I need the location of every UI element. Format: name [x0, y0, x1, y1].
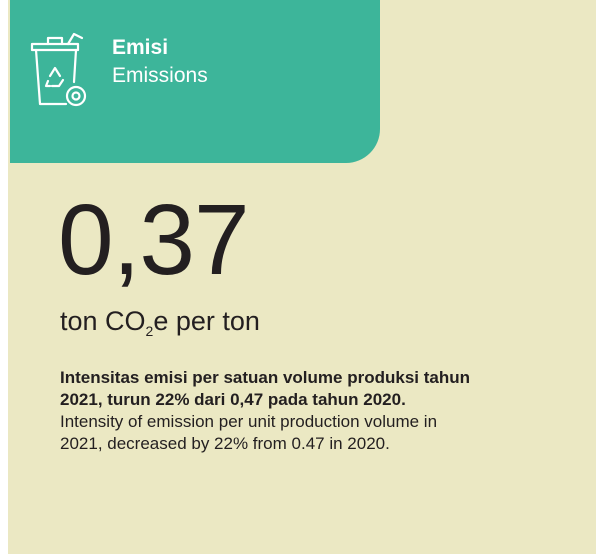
card: Emisi Emissions 0,37 ton CO2e per ton In… — [8, 0, 596, 554]
metric-unit: ton CO2e per ton — [60, 306, 260, 339]
description-line: Intensitas emisi per satuan volume produ… — [60, 368, 470, 387]
description: Intensitas emisi per satuan volume produ… — [60, 367, 470, 455]
description-line: Intensity of emission per unit productio… — [60, 412, 438, 431]
subtitle: Emissions — [112, 64, 208, 87]
bin-icon — [30, 32, 87, 107]
description-line: 2021, decreased by 22% from 0.47 in 2020… — [60, 434, 390, 453]
metric-value: 0,37 — [58, 184, 250, 296]
unit-prefix: ton CO — [60, 306, 146, 336]
description-line: 2021, turun 22% dari 0,47 pada tahun 202… — [60, 390, 406, 409]
title: Emisi — [112, 36, 169, 59]
unit-subscript: 2 — [145, 323, 154, 339]
unit-suffix: e per ton — [153, 306, 260, 336]
header: Emisi Emissions — [10, 0, 380, 163]
